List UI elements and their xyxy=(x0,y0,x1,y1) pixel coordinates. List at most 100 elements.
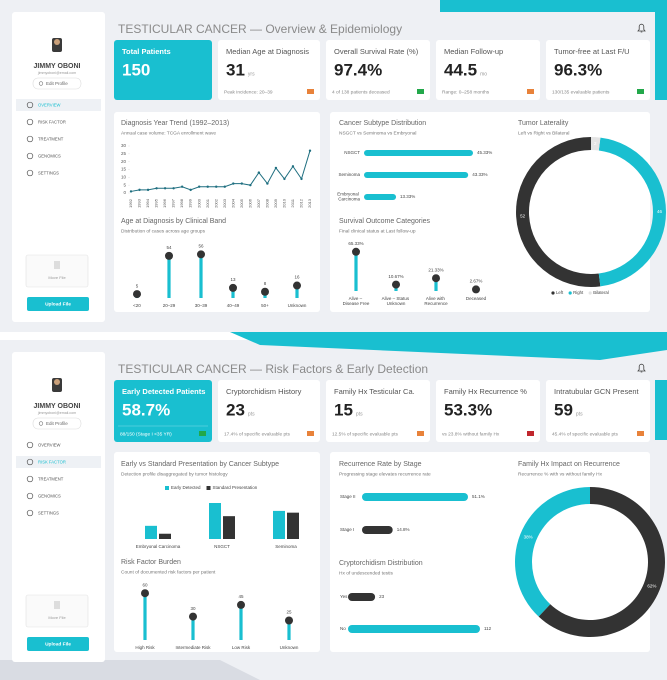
menu-item[interactable]: TREATMENT xyxy=(38,476,64,481)
category-label: Yes xyxy=(340,594,348,599)
value-label: 8 xyxy=(264,281,267,286)
notification-bell[interactable] xyxy=(637,363,646,373)
legend-swatch xyxy=(165,486,169,490)
legend-swatch xyxy=(206,486,211,490)
x-tick-label: 1998 xyxy=(179,198,184,208)
trend-point xyxy=(266,182,269,185)
avatar-head xyxy=(54,379,60,385)
trend-point xyxy=(155,187,158,190)
trend-point xyxy=(189,188,192,192)
menu-icon xyxy=(26,169,34,177)
upload-button-label: Upload File xyxy=(45,642,71,648)
upload-button[interactable] xyxy=(27,637,89,651)
menu-item[interactable]: GENOMICS xyxy=(38,493,61,498)
x-tick-label: 2013 xyxy=(307,198,312,208)
edit-profile-button[interactable] xyxy=(32,77,82,90)
category-label: 30–39 xyxy=(195,303,208,308)
category-label: 20–29 xyxy=(163,303,176,308)
menu-item[interactable]: RISK FACTOR xyxy=(38,459,66,464)
kpi-card xyxy=(326,380,430,442)
menu-item[interactable]: SETTINGS xyxy=(38,510,59,515)
avatar-head xyxy=(54,39,60,45)
category-label: Low Risk xyxy=(232,645,251,650)
menu-item[interactable]: RISK FACTOR xyxy=(38,119,66,124)
x-tick-label: 2006 xyxy=(247,198,252,208)
bar xyxy=(287,512,299,539)
lollipop-dot xyxy=(165,251,173,260)
value-label: 46 xyxy=(657,209,663,214)
menu-item[interactable]: TREATMENT xyxy=(38,136,64,141)
category-label: Stage II xyxy=(340,494,356,499)
trend-point xyxy=(240,182,244,185)
trend-point xyxy=(206,185,209,188)
value-label: 16 xyxy=(294,275,300,280)
notification-bell[interactable] xyxy=(637,23,646,33)
menu-icon xyxy=(26,509,34,517)
lollipop-dot xyxy=(285,616,293,625)
x-tick-label: 2005 xyxy=(239,198,244,208)
y-tick-label: 25 xyxy=(121,151,127,156)
value-label: 43.33% xyxy=(472,172,487,177)
bar xyxy=(273,510,285,539)
category-label: High Risk xyxy=(135,645,155,650)
menu-icon xyxy=(26,135,34,143)
trend-point xyxy=(180,185,184,188)
kpi-value: 150 xyxy=(122,60,150,79)
trend-point xyxy=(300,177,303,181)
category-label: Deceased xyxy=(466,296,487,301)
chart-subtitle: Annual case volume: TCGA enrollment wave xyxy=(121,130,216,136)
kpi-indicator xyxy=(307,431,314,436)
upload-button[interactable] xyxy=(27,297,89,311)
value-label: 30 xyxy=(190,606,196,611)
x-tick-label: 1993 xyxy=(137,198,142,208)
menu-icon xyxy=(26,441,34,449)
donut-segment xyxy=(591,137,601,151)
legend-label: Standard Presentation xyxy=(213,485,258,490)
y-tick-label: 30 xyxy=(121,143,127,148)
edit-profile-button[interactable] xyxy=(32,417,82,430)
lollipop-dot xyxy=(472,285,480,294)
kpi-card xyxy=(218,380,320,442)
menu-icon xyxy=(26,118,34,126)
menu-item[interactable]: OVERVIEW xyxy=(38,102,61,107)
chart-subtitle: NSGCT vs Seminoma vs Embryonal xyxy=(339,130,416,136)
menu-item[interactable]: SETTINGS xyxy=(38,170,59,175)
category-label: Unknown xyxy=(280,645,299,650)
bar xyxy=(362,493,468,501)
category-label: Embryonal Carcinoma xyxy=(337,192,360,202)
sidebar xyxy=(12,12,105,322)
y-tick-label: 0 xyxy=(123,190,126,195)
chart-subtitle: Final clinical status at Last follow-up xyxy=(339,228,416,234)
kpi-unit: pts xyxy=(248,411,255,417)
menu-item[interactable]: OVERVIEW xyxy=(38,442,61,447)
x-tick-label: 1999 xyxy=(188,198,193,208)
kpi-card xyxy=(546,380,650,442)
legend-label: Bilateral xyxy=(593,290,609,295)
chart-title: Age at Diagnosis by Clinical Band xyxy=(121,218,226,225)
kpi-note: Peak incidence: 20–39 xyxy=(224,89,273,95)
page-title: TESTICULAR CANCER — Overview & Epidemiol… xyxy=(118,22,402,36)
bar xyxy=(209,503,221,539)
chart-subtitle: Hx of undescended testis xyxy=(339,570,393,576)
x-tick-label: 1996 xyxy=(162,198,167,208)
value-label: 62% xyxy=(647,584,656,589)
legend-label: Left xyxy=(556,290,564,295)
chart-subtitle: Detection profile disaggregated by tumor… xyxy=(121,471,228,477)
kpi-note: Range: 0–258 months xyxy=(442,89,490,95)
kpi-label: Total Patients xyxy=(122,47,171,56)
kpi-indicator xyxy=(307,89,314,94)
value-label: 2.67% xyxy=(470,279,483,284)
value-label: 52 xyxy=(520,213,526,218)
category-label: No xyxy=(340,626,346,631)
kpi-indicator xyxy=(417,89,424,94)
value-label: 13 xyxy=(230,277,236,282)
legend-swatch xyxy=(568,291,572,295)
kpi-value: 44.5 xyxy=(444,60,477,79)
trend-line xyxy=(130,150,311,192)
user-email: jimmyoboni@email.com xyxy=(37,411,76,415)
category-label: Seminoma xyxy=(275,544,297,549)
trend-point xyxy=(291,165,295,168)
decoration xyxy=(440,0,667,100)
kpi-card xyxy=(436,380,540,442)
menu-item[interactable]: GENOMICS xyxy=(38,153,61,158)
